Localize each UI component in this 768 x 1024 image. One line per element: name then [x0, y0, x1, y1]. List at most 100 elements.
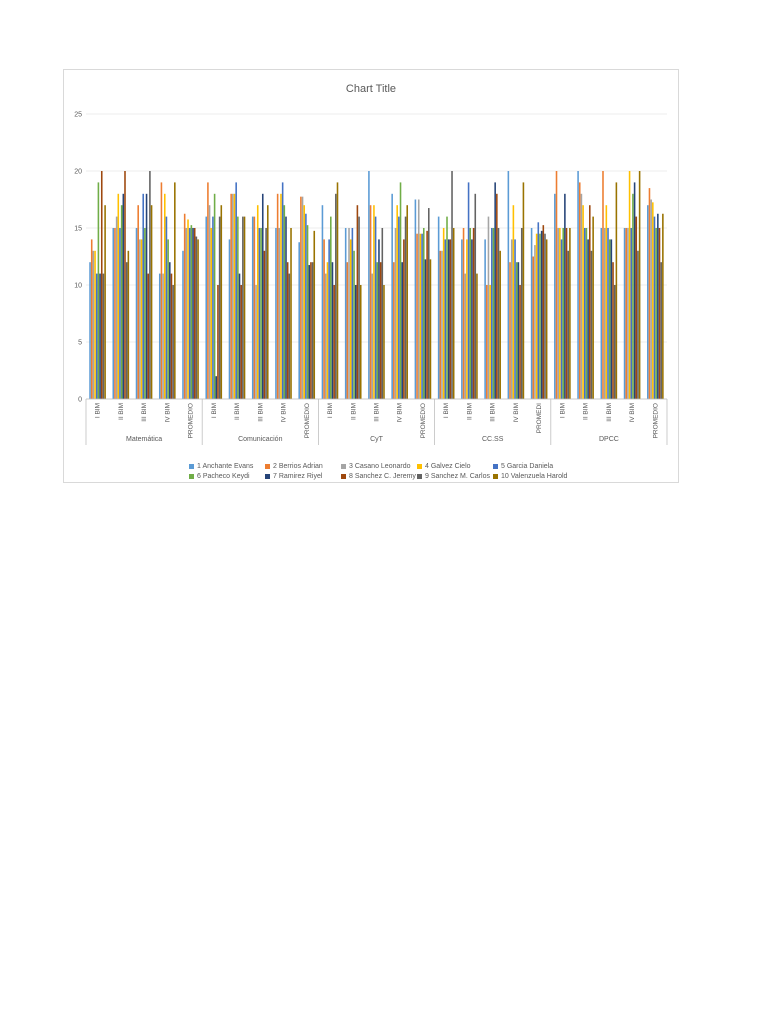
bar: [472, 228, 475, 399]
bar: [381, 228, 384, 399]
bar: [124, 171, 126, 399]
legend-label: 8 Sanchez C. Jeremy: [349, 472, 416, 480]
bar: [562, 228, 564, 399]
bar: [348, 228, 350, 399]
legend-label: 2 Berrios Adrian: [273, 462, 323, 470]
bar: [185, 228, 188, 399]
bar: [610, 239, 613, 399]
bar: [368, 171, 370, 399]
bar: [474, 193, 477, 399]
bar: [353, 250, 355, 399]
bar: [325, 273, 327, 399]
legend-item: 2 Berrios Adrian: [265, 461, 341, 471]
bar: [424, 259, 427, 399]
x-tick-label: III BIM: [374, 403, 381, 422]
bar: [188, 228, 191, 399]
bar: [589, 205, 591, 399]
legend-label: 1 Anchante Evans: [197, 462, 254, 470]
bar: [653, 216, 656, 399]
group-label: CyT: [370, 436, 384, 443]
legend-label: 3 Casano Leonardo: [349, 462, 411, 470]
bar: [253, 216, 256, 399]
legend-swatch: [417, 463, 422, 469]
bar: [290, 228, 292, 399]
bar: [374, 216, 377, 399]
bar: [632, 193, 634, 399]
bar: [469, 228, 472, 399]
bar: [119, 228, 121, 399]
bar: [444, 239, 447, 399]
bar: [638, 171, 641, 399]
bar: [207, 182, 209, 399]
bar: [158, 273, 161, 399]
bar: [471, 239, 473, 399]
y-tick-label: 25: [74, 112, 82, 119]
legend-label: 6 Pacheco Keydi: [197, 472, 250, 480]
bar: [417, 199, 420, 399]
legend-swatch: [265, 473, 270, 479]
bar: [165, 216, 168, 399]
bar: [590, 250, 593, 399]
y-tick-label: 20: [74, 169, 82, 176]
bar: [404, 216, 407, 399]
bar: [260, 228, 262, 399]
bar: [376, 262, 379, 399]
x-tick-label: I BIM: [559, 403, 566, 418]
y-tick-label: 10: [74, 283, 82, 290]
bar: [349, 239, 352, 399]
bar: [442, 228, 445, 399]
bar: [625, 228, 628, 399]
bar: [600, 228, 603, 399]
bar: [115, 216, 118, 399]
bar: [280, 193, 282, 399]
bar: [251, 216, 254, 399]
bar: [587, 239, 589, 399]
bar: [446, 216, 448, 399]
bar: [197, 239, 199, 399]
x-tick-label: III BIM: [257, 403, 264, 422]
bar: [655, 228, 657, 399]
bar: [90, 239, 93, 399]
bar: [358, 216, 360, 399]
bar: [331, 262, 334, 399]
bar: [195, 236, 198, 399]
bar: [540, 230, 543, 399]
x-tick-label: I BIM: [443, 403, 450, 418]
bar: [605, 205, 608, 399]
bar: [330, 216, 332, 399]
legend-item: 1 Anchante Evans: [189, 461, 265, 471]
bar: [635, 216, 638, 399]
axes: 0 5 10 15 20 25 I BIM II BIM III BIM IV BIM PROMED…: [74, 112, 668, 445]
x-tick-label: II BIM: [466, 403, 473, 420]
x-tick-label: PROMEDIO: [188, 403, 195, 438]
legend-swatch: [417, 473, 422, 479]
bar: [218, 216, 221, 399]
bar: [354, 285, 357, 399]
bar: [391, 193, 393, 399]
bar: [429, 259, 432, 399]
bar: [122, 193, 125, 399]
bar: [637, 250, 639, 399]
group-label: Matemática: [126, 436, 162, 443]
bar: [100, 171, 103, 399]
bar: [228, 239, 231, 399]
bar: [92, 250, 95, 399]
bar: [89, 262, 91, 399]
bar: [169, 262, 171, 399]
legend-item: 8 Sanchez C. Jeremy: [341, 471, 417, 481]
bar: [356, 205, 359, 399]
bar: [102, 273, 105, 399]
bar-chart: 0 5 10 15 20 25 I BIM II BIM III BIM IV BIM PROMED…: [74, 112, 668, 445]
bar: [170, 273, 173, 399]
bar: [328, 239, 330, 399]
chart-title: Chart Title: [345, 83, 397, 95]
bar: [452, 228, 455, 399]
bar: [564, 193, 566, 399]
bar: [615, 182, 618, 399]
bar: [607, 228, 609, 399]
y-tick-label: 5: [78, 340, 82, 347]
bar: [359, 285, 362, 399]
x-tick-label: I BIM: [95, 403, 102, 418]
bar: [301, 196, 304, 399]
bar: [378, 239, 380, 399]
